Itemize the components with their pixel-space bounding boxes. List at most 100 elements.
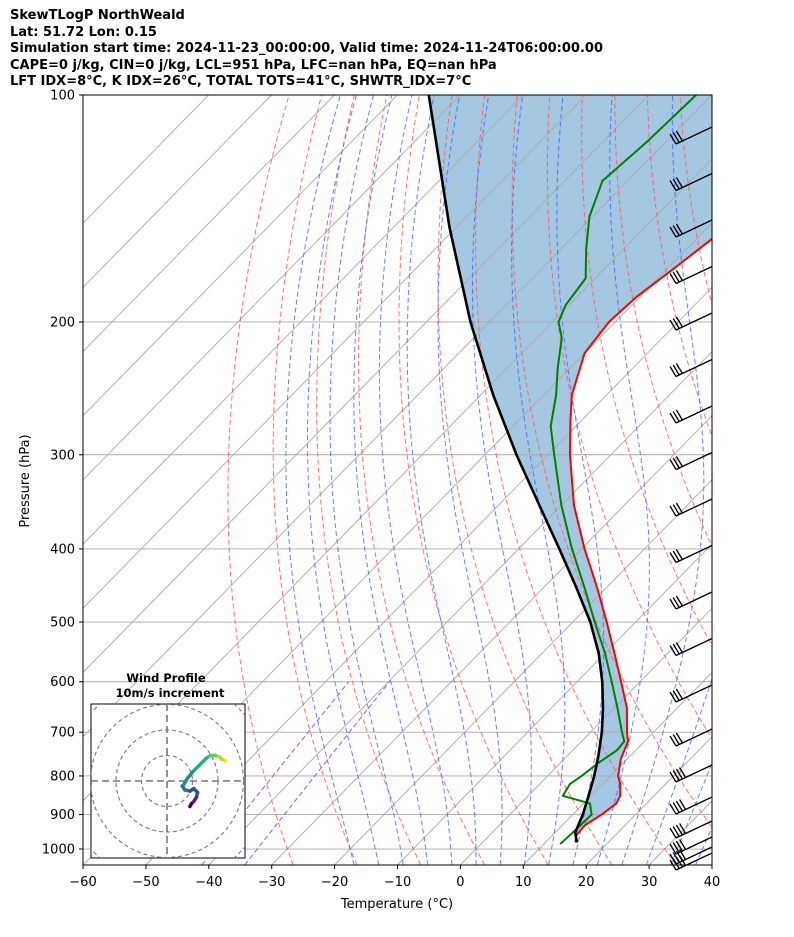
wind-barb-flag (675, 549, 683, 560)
moist-adiabat-line (437, 95, 503, 865)
wind-barb-flag (675, 223, 683, 235)
mixing-ratio-line (201, 681, 350, 865)
dry-adiabat-line (614, 95, 712, 548)
wind-barb-flag (675, 270, 683, 281)
dry-adiabat-line (398, 95, 549, 865)
wind-barb-flag (675, 130, 683, 142)
wind-barb-staff (675, 498, 713, 517)
wind-barb-flag (675, 800, 683, 812)
moist-adiabat-line (285, 95, 355, 865)
wind-barb-staff (675, 637, 713, 657)
chart-title: SkewTLogP NorthWeald (10, 8, 185, 23)
wind-barb-flag (669, 843, 677, 855)
wind-barb (669, 172, 713, 192)
dry-adiabat-line (546, 95, 712, 740)
wind-barb (669, 405, 713, 424)
isotherm-line (271, 415, 712, 865)
wind-barb-flag (675, 316, 683, 328)
wind-barb-staff (675, 358, 713, 378)
isotherm-line (83, 95, 272, 288)
wind-barb-flag (679, 767, 687, 778)
wind-barb-flag (679, 799, 687, 810)
moist-adiabat-line (378, 95, 453, 865)
wind-barb-flag (675, 595, 683, 607)
wind-barb-flag (669, 598, 677, 610)
isotherm-line (83, 95, 335, 353)
isotherm-line (83, 95, 398, 417)
isotherm-line (83, 95, 524, 545)
isotherm-line (460, 607, 712, 865)
dry-adiabat-line (745, 95, 794, 865)
moist-adiabat-line (353, 95, 429, 865)
wind-barb-flag (675, 856, 683, 868)
wind-barb (669, 852, 713, 871)
wind-barb (669, 591, 713, 610)
wind-barb-flag (672, 178, 680, 190)
wind-barb-flag (675, 642, 683, 653)
time-text: Simulation start time: 2024-11-23_00:00:… (10, 41, 603, 56)
wind-barb-flag (672, 802, 680, 813)
x-tick-label: −20 (321, 875, 348, 890)
wind-barb-flag (675, 688, 683, 700)
wind-barb-flag (672, 858, 680, 869)
wind-barb-staff (675, 796, 713, 815)
wind-barb-flag (669, 180, 677, 191)
wind-barb-flag (675, 456, 683, 467)
dry-adiabat-line (646, 95, 712, 438)
x-tick-label: −50 (132, 875, 159, 890)
wind-barb-flag (672, 643, 680, 655)
x-tick-label: −60 (69, 875, 96, 890)
y-tick-label: 300 (50, 448, 75, 463)
wind-barb-staff (675, 820, 713, 839)
wind-barb-flag (669, 459, 677, 470)
wind-barb-flag (669, 412, 677, 424)
wind-barb (669, 265, 713, 285)
wind-barb-flag (675, 177, 683, 188)
wind-barb-flag (669, 735, 677, 747)
hodograph-trace-segment (188, 802, 193, 809)
wind-barb-flag (669, 273, 677, 284)
dry-adiabat-line (511, 95, 712, 829)
dry-adiabat-line (227, 95, 294, 865)
wind-barb-staff (675, 728, 713, 747)
wind-barb (669, 498, 713, 517)
wind-barb-staff (675, 312, 713, 331)
y-tick-label: 500 (50, 616, 75, 631)
wind-barb-flag (672, 770, 680, 781)
temperature-profile (568, 237, 712, 843)
isotherm-line (83, 95, 461, 481)
plot-area (83, 95, 794, 865)
wind-barb-flag (669, 803, 677, 815)
wind-barb-flag (672, 225, 680, 236)
cape-shading (428, 95, 712, 843)
hodograph (90, 703, 246, 859)
dry-adiabat-line (272, 95, 358, 865)
dry-adiabat-line (475, 95, 677, 865)
isotherm-line (83, 95, 650, 674)
wind-barb-flag (669, 319, 677, 331)
dry-adiabat-line (713, 95, 794, 865)
indices-text-2: LFT IDX=8°C, K IDX=26°C, TOTAL TOTS=41°C… (10, 74, 472, 89)
wind-barb-flag (672, 411, 680, 422)
wind-barb-flag (672, 597, 680, 608)
wind-barb-flag (672, 271, 680, 283)
wind-barb-staff (675, 684, 713, 703)
wind-barb-flag (679, 823, 687, 834)
x-tick-label: 20 (578, 875, 595, 890)
x-tick-label: 0 (456, 875, 464, 890)
isotherm-line (711, 864, 712, 865)
hodograph-subtitle: 10m/s increment (116, 686, 225, 700)
wind-barb-flag (672, 826, 680, 837)
dry-adiabat-line (778, 95, 794, 865)
y-tick-label: 700 (50, 726, 75, 741)
wind-barb-flag (679, 849, 687, 860)
wind-barb-staff (675, 405, 713, 424)
wind-barb-flag (669, 552, 677, 563)
chart-header: SkewTLogP NorthWeald Lat: 51.72 Lon: 0.1… (10, 8, 603, 91)
wind-barb-flag (669, 859, 677, 871)
y-tick-label: 900 (50, 808, 75, 823)
indices-text-1: CAPE=0 j/kg, CIN=0 j/kg, LCL=951 hPa, LF… (10, 57, 497, 73)
dry-adiabat-line (316, 95, 422, 865)
isotherm-line (145, 286, 712, 865)
